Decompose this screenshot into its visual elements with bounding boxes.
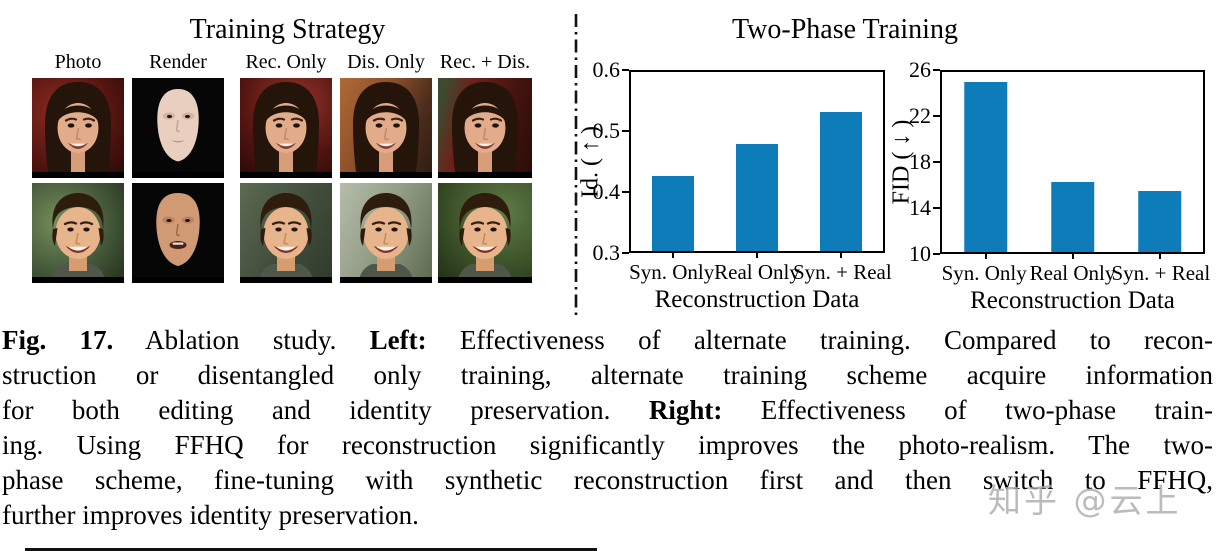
bar-Real Only	[736, 143, 778, 251]
column-label-photo: Photo	[54, 51, 102, 73]
training-strategy-title-row: Training Strategy	[0, 14, 575, 46]
bar-Real Only	[1050, 182, 1095, 252]
y-tick-mark	[622, 191, 629, 193]
x-tick-mark	[1158, 252, 1161, 259]
caption-line: phase scheme, fine-tuning with synthetic…	[2, 465, 1213, 495]
watermark: 知乎 @云上	[988, 481, 1182, 520]
caption-line: further improves identity preservation.	[2, 500, 419, 530]
caption-line: Fig. 17. Ablation study. Left: Effective…	[2, 325, 1214, 355]
caption-line: for both editing and identity preservati…	[2, 395, 1214, 425]
y-tick-label: 0.5	[592, 118, 621, 143]
id-chart-plot-area	[629, 70, 885, 258]
x-tick-mark	[840, 251, 842, 258]
left-panel-title: Training Strategy	[189, 14, 386, 45]
column-label-rec-dis: Rec. + Dis.	[439, 51, 531, 73]
two-phase-title-row: Two-Phase Training	[620, 14, 1070, 46]
y-tick-label: 26	[909, 57, 931, 82]
x-tick-label: Syn. Only	[629, 260, 715, 284]
y-tick-label: 18	[909, 149, 931, 174]
y-tick-label: 10	[909, 241, 931, 266]
caption-line: struction or disentangled only training,…	[2, 360, 1213, 390]
y-tick-label: 0.3	[592, 240, 621, 265]
bottom-rule	[25, 548, 597, 551]
face-image-man-photo	[32, 183, 124, 283]
x-tick-label: Syn. + Real	[1111, 261, 1211, 285]
x-tick-mark	[984, 252, 987, 259]
bar-Syn. Only	[652, 176, 694, 251]
column-label-render: Render	[149, 51, 207, 73]
id-bar-chart: Id. ( ↑ ) Reconstruction Data 0.3 0.4 0.5 0…	[578, 59, 892, 314]
x-tick-mark	[1071, 252, 1074, 259]
x-tick-label: Syn. Only	[941, 261, 1027, 285]
id-chart-x-axis-label: Reconstruction Data	[654, 286, 860, 313]
bar-Syn. Only	[963, 82, 1008, 252]
face-image-man-rec-dis	[438, 183, 532, 283]
y-tick-label: 22	[909, 103, 931, 128]
face-image-woman-dis-only	[340, 78, 432, 178]
y-tick-label: 14	[909, 195, 931, 220]
column-label-rec-only: Rec. Only	[245, 51, 327, 73]
caption-line: ing. Using FFHQ for reconstruction signi…	[2, 430, 1213, 460]
face-image-man-rec-only	[240, 183, 332, 283]
y-tick-mark	[622, 69, 629, 71]
y-tick-mark	[622, 252, 629, 254]
x-tick-label: Real Only	[714, 260, 800, 284]
y-tick-label: 0.6	[592, 57, 621, 82]
face-image-woman-rec-dis	[438, 78, 532, 178]
fid-chart-plot-area	[940, 70, 1205, 259]
x-tick-label: Syn. + Real	[792, 260, 892, 284]
fid-chart-x-axis-label: Reconstruction Data	[970, 287, 1175, 314]
x-tick-label: Real Only	[1029, 261, 1116, 285]
y-tick-mark	[933, 115, 940, 117]
y-tick-mark	[622, 130, 629, 132]
face-image-woman-photo	[32, 78, 124, 178]
face-image-woman-rec-only	[240, 78, 332, 178]
x-tick-mark	[672, 251, 674, 258]
fid-bar-chart: FID ( ↓ ) Reconstruction Data 10 14 18 22 26…	[889, 59, 1211, 315]
right-panel-title: Two-Phase Training	[732, 14, 958, 45]
y-tick-mark	[933, 69, 940, 71]
column-label-dis-only: Dis. Only	[347, 51, 425, 73]
face-image-woman-render	[132, 78, 224, 178]
panel-divider-line	[574, 14, 578, 320]
y-tick-mark	[933, 253, 940, 255]
y-tick-label: 0.4	[592, 179, 621, 204]
figure-caption: Fig. 17. Ablation study. Left: Effective…	[2, 323, 1213, 533]
y-tick-mark	[933, 161, 940, 163]
bar-Syn. + Real	[1137, 191, 1182, 252]
x-tick-mark	[756, 251, 758, 258]
face-image-man-render	[132, 183, 224, 283]
bar-Syn. + Real	[820, 111, 862, 251]
y-tick-mark	[933, 207, 940, 209]
face-image-man-dis-only	[340, 183, 432, 283]
